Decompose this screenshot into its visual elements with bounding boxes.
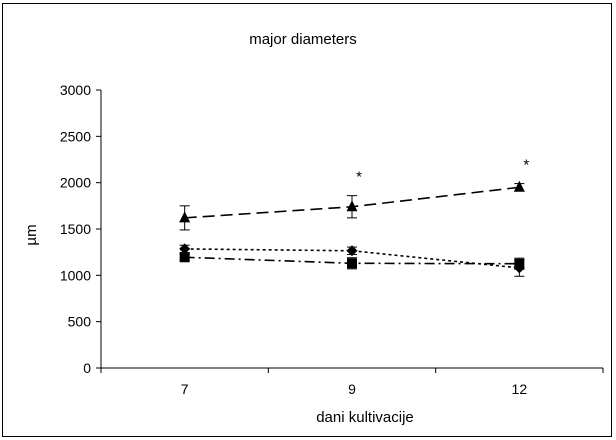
x-tick-label: 9: [348, 381, 356, 397]
series-2-line: [184, 248, 520, 269]
x-tick-label: 7: [181, 381, 189, 397]
diamond-marker: [346, 245, 358, 257]
x-tick-label: 12: [512, 381, 528, 397]
chart-title: major diameters: [249, 31, 357, 48]
y-axis-label: µm: [23, 224, 40, 245]
y-tick-label: 1500: [60, 221, 91, 237]
diamond-marker: [179, 243, 191, 255]
chart-frame: major diameters µm dani kultivacije 0 500…: [2, 3, 612, 437]
square-marker: [347, 258, 357, 269]
significance-asterisk: *: [356, 169, 362, 186]
y-tick-label: 0: [83, 360, 91, 376]
square-marker: [179, 252, 190, 263]
significance-asterisk: *: [523, 157, 529, 174]
y-tick-label: 2500: [60, 128, 91, 144]
triangle-marker: [179, 211, 191, 223]
y-tick-label: 1000: [60, 267, 91, 283]
triangle-marker: [346, 200, 358, 212]
line-chart: major diameters µm dani kultivacije 0 500…: [23, 31, 604, 426]
plot-area: 0 500 1000 1500 2000 2500 3000 7 9 12 * *: [60, 82, 604, 397]
y-tick-label: 3000: [60, 82, 91, 98]
y-tick-label: 500: [68, 314, 92, 330]
x-axis-label: dani kultivacije: [316, 409, 414, 426]
square-marker: [514, 258, 525, 269]
y-tick-label: 2000: [60, 175, 91, 191]
triangle-marker: [513, 180, 525, 192]
